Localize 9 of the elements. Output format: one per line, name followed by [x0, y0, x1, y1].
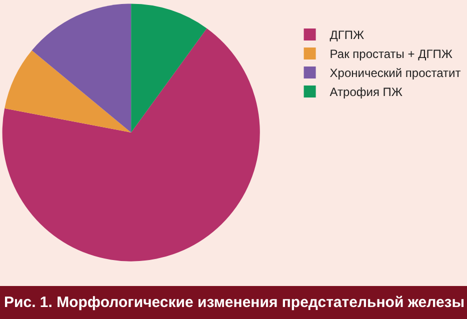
text: Рис. 1. Морфологические изменения предстательной железы — [0, 286, 467, 319]
pie-slice — [32, 4, 132, 133]
legend-label: Атрофия ПЖ — [330, 85, 403, 100]
pie-slice — [4, 50, 132, 133]
legend-label: ДГПЖ — [330, 28, 364, 42]
pie-slice — [131, 4, 207, 133]
legend-label: Хронический простатит — [330, 66, 462, 80]
pie-slice — [2, 28, 260, 262]
legend-label: Рак простаты + ДГПЖ — [330, 47, 452, 62]
